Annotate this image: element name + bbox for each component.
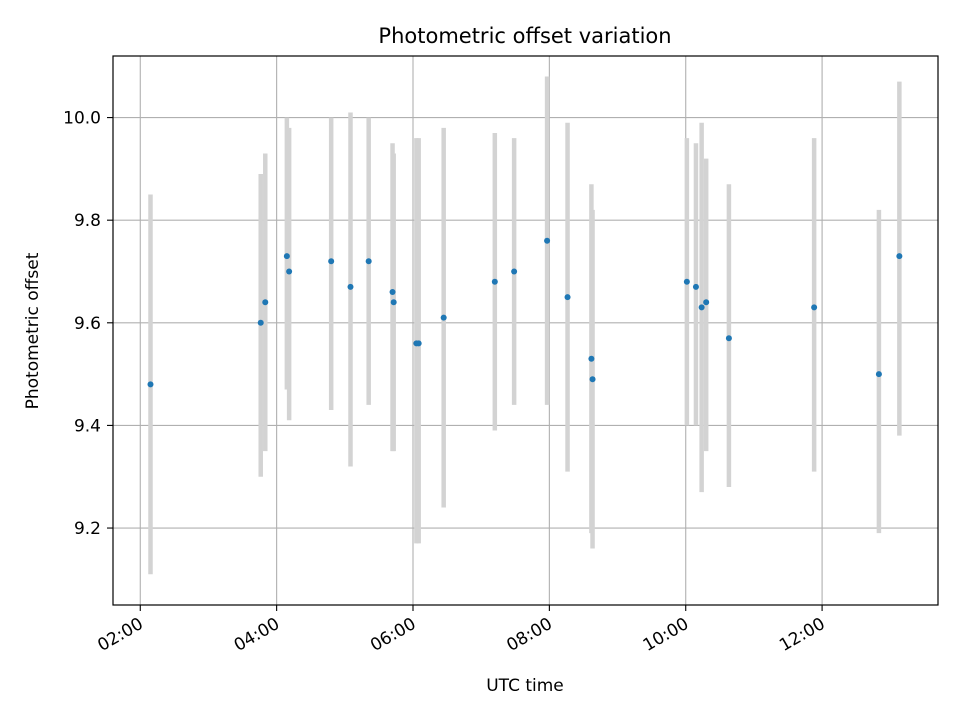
data-point (283, 253, 290, 260)
data-point (564, 294, 571, 301)
data-point (544, 237, 551, 244)
data-point (440, 314, 447, 321)
y-axis-title: Photometric offset (23, 252, 43, 409)
data-point (147, 381, 154, 388)
y-tick-label: 9.6 (74, 314, 101, 334)
data-point (262, 299, 269, 306)
data-point (365, 258, 372, 265)
plot-frame (112, 55, 939, 606)
data-point (389, 289, 396, 296)
data-point (390, 299, 397, 306)
grid (113, 56, 938, 605)
data-point (588, 355, 595, 362)
y-tick-label: 9.8 (74, 211, 101, 231)
data-point (703, 299, 710, 306)
y-tick-label: 9.4 (74, 416, 101, 436)
data-point (698, 304, 705, 311)
data-point (286, 268, 293, 275)
data-point (328, 258, 335, 265)
y-tick-label: 10.0 (63, 109, 101, 129)
data-point (491, 278, 498, 285)
data-point (589, 376, 596, 383)
y-axis: 9.2 9.4 9.6 9.8 10.0 (63, 109, 113, 539)
data-point (811, 304, 818, 311)
data-point (257, 319, 264, 326)
data-point (511, 268, 518, 275)
x-axis-title: UTC time (486, 676, 564, 696)
chart-title: Photometric offset variation (378, 24, 671, 48)
data-point (692, 283, 699, 290)
data-point (415, 340, 422, 347)
data-point (896, 253, 903, 260)
data-point (683, 278, 690, 285)
data-point (875, 371, 882, 378)
data-points (147, 237, 903, 388)
y-tick-label: 9.2 (74, 519, 101, 539)
data-point (347, 283, 354, 290)
data-point (725, 335, 732, 342)
